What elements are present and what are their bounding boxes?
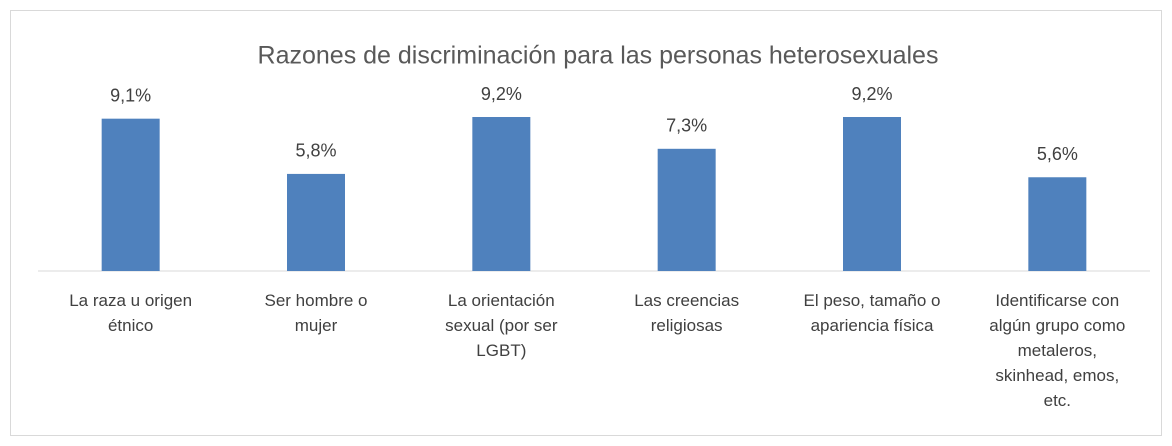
bar [843,117,901,271]
data-label: 9,2% [851,84,892,104]
x-tick-label: La orientación sexual (por ser LGBT) [445,291,558,360]
bar [657,148,716,271]
bar [1028,177,1087,271]
x-tick-label: Las creencias religiosas [634,291,740,335]
data-label: 5,6% [1037,144,1078,164]
data-label: 5,8% [295,141,336,161]
x-tick-label: Ser hombre o mujer [264,291,368,335]
bar [101,118,160,271]
x-tick-label: Identificarse con algún grupo como metal… [989,291,1126,410]
x-tick-label: La raza u origen étnico [69,291,193,335]
x-tick-label: El peso, tamaño o apariencia física [803,291,941,335]
data-label: 9,1% [110,85,151,105]
data-label: 7,3% [666,116,707,136]
bar [287,173,345,271]
data-label: 9,2% [481,84,522,104]
chart-border [10,10,1162,436]
bar [472,117,531,271]
chart-title: Razones de discriminación para las perso… [258,42,939,70]
